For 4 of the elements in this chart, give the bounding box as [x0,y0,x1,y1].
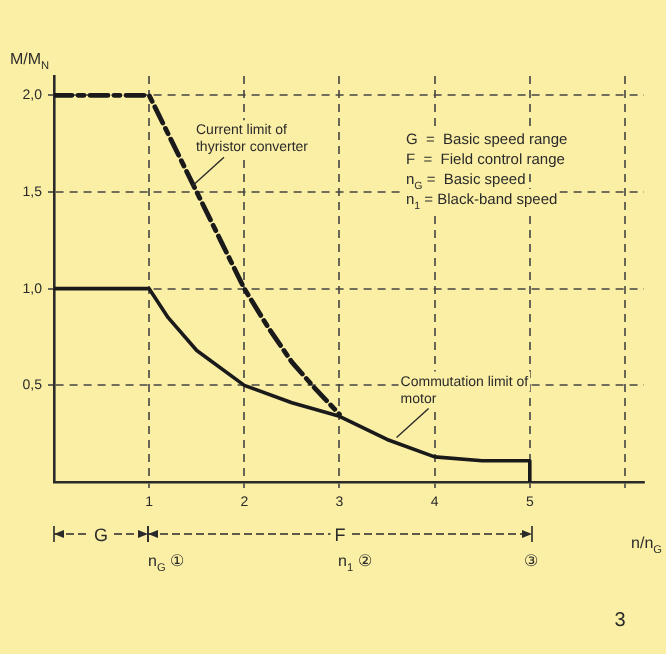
text: G [94,525,109,545]
text: ③ [524,552,538,570]
text: 3 [614,610,627,632]
text: F [334,525,347,545]
